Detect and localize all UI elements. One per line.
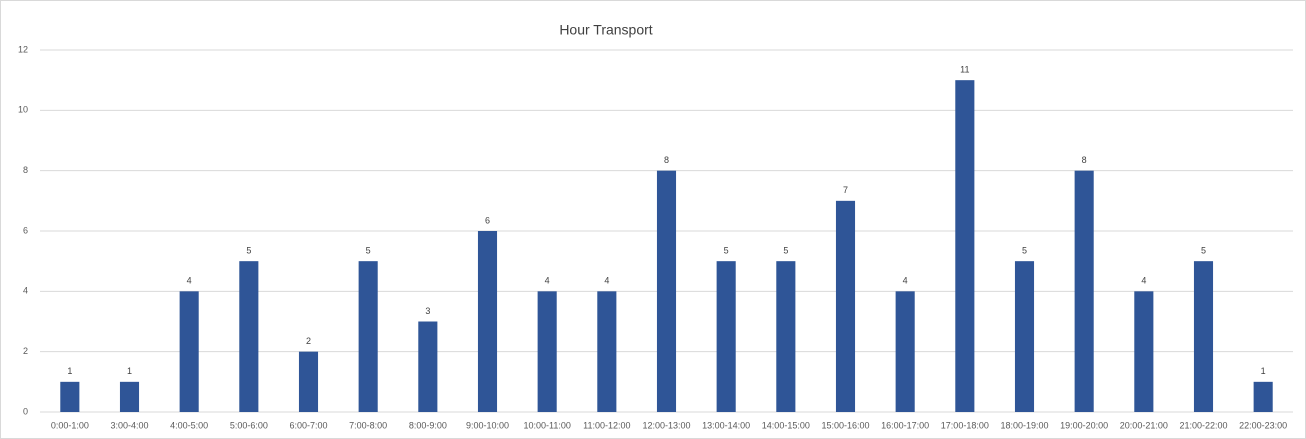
x-tick-label: 21:00-22:00 bbox=[1179, 420, 1227, 430]
bar bbox=[179, 291, 199, 412]
y-tick-label: 12 bbox=[18, 44, 28, 54]
bar bbox=[239, 261, 259, 412]
bar bbox=[537, 291, 557, 412]
bar bbox=[895, 291, 915, 412]
bar bbox=[835, 200, 856, 412]
data-label: 5 bbox=[366, 246, 371, 256]
x-tick-label: 15:00-16:00 bbox=[821, 420, 869, 430]
x-tick-label: 10:00-11:00 bbox=[523, 420, 570, 430]
data-label: 5 bbox=[783, 246, 788, 256]
bar bbox=[656, 170, 677, 412]
data-label: 2 bbox=[306, 336, 311, 346]
y-tick-label: 10 bbox=[18, 105, 28, 115]
x-tick-label: 5:00-6:00 bbox=[230, 420, 268, 430]
data-label: 5 bbox=[724, 246, 729, 256]
bar bbox=[597, 291, 617, 412]
x-tick-label: 4:00-5:00 bbox=[170, 420, 208, 430]
bar bbox=[1253, 381, 1273, 412]
data-label: 7 bbox=[843, 185, 848, 195]
x-tick-label: 22:00-23:00 bbox=[1239, 420, 1287, 430]
x-tick-label: 19:00-20:00 bbox=[1060, 420, 1108, 430]
y-tick-label: 2 bbox=[23, 346, 28, 356]
bar bbox=[1014, 261, 1035, 412]
y-tick-label: 8 bbox=[23, 165, 28, 175]
y-tick-label: 6 bbox=[23, 225, 28, 235]
x-tick-label: 3:00-4:00 bbox=[110, 420, 148, 430]
x-tick-label: 20:00-21:00 bbox=[1120, 420, 1168, 430]
data-label: 4 bbox=[187, 276, 192, 286]
bar bbox=[776, 261, 796, 412]
x-tick-label: 18:00-19:00 bbox=[1000, 420, 1048, 430]
data-label: 8 bbox=[664, 155, 669, 165]
data-label: 3 bbox=[425, 306, 430, 316]
x-tick-label: 13:00-14:00 bbox=[702, 420, 750, 430]
data-label: 4 bbox=[1141, 276, 1146, 286]
bar bbox=[716, 261, 736, 412]
bar bbox=[298, 351, 319, 412]
bar bbox=[60, 381, 80, 412]
data-label: 1 bbox=[67, 366, 72, 376]
data-label: 11 bbox=[960, 65, 969, 75]
x-tick-label: 17:00-18:00 bbox=[941, 420, 989, 430]
bar bbox=[477, 231, 498, 412]
bar bbox=[119, 381, 140, 412]
x-tick-label: 6:00-7:00 bbox=[289, 420, 327, 430]
chart-title: Hour Transport bbox=[559, 22, 652, 38]
bar bbox=[1193, 261, 1214, 412]
data-label: 1 bbox=[1261, 366, 1266, 376]
x-tick-label: 8:00-9:00 bbox=[409, 420, 447, 430]
y-tick-label: 4 bbox=[23, 286, 28, 296]
x-tick-label: 12:00-13:00 bbox=[642, 420, 690, 430]
bar bbox=[1134, 291, 1154, 412]
bar bbox=[1074, 170, 1094, 412]
bar bbox=[955, 80, 975, 413]
data-label: 1 bbox=[127, 366, 132, 376]
x-tick-label: 9:00-10:00 bbox=[466, 420, 509, 430]
data-label: 8 bbox=[1082, 155, 1087, 165]
data-label: 4 bbox=[903, 276, 908, 286]
x-tick-label: 16:00-17:00 bbox=[881, 420, 929, 430]
x-tick-label: 11:00-12:00 bbox=[583, 420, 630, 430]
data-label: 4 bbox=[604, 276, 609, 286]
data-label: 5 bbox=[246, 246, 251, 256]
x-tick-label: 7:00-8:00 bbox=[349, 420, 387, 430]
data-label: 6 bbox=[485, 215, 490, 225]
data-label: 5 bbox=[1022, 246, 1027, 256]
bar bbox=[418, 321, 438, 412]
x-tick-label: 0:00-1:00 bbox=[51, 420, 89, 430]
data-label: 4 bbox=[545, 276, 550, 286]
data-label: 5 bbox=[1201, 246, 1206, 256]
y-tick-label: 0 bbox=[23, 406, 28, 416]
bar bbox=[358, 261, 378, 412]
x-tick-label: 14:00-15:00 bbox=[762, 420, 810, 430]
